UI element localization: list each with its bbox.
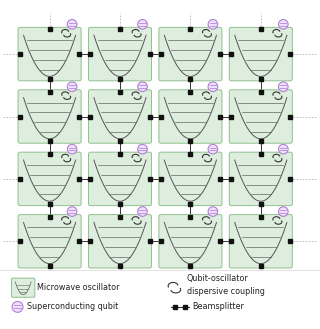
Text: Microwave oscillator: Microwave oscillator [37, 283, 120, 292]
Circle shape [278, 82, 288, 91]
FancyBboxPatch shape [88, 152, 152, 206]
FancyBboxPatch shape [18, 90, 81, 143]
Circle shape [138, 19, 147, 29]
FancyBboxPatch shape [229, 152, 292, 206]
FancyBboxPatch shape [159, 27, 222, 81]
FancyBboxPatch shape [88, 215, 152, 268]
Circle shape [67, 19, 77, 29]
Circle shape [67, 144, 77, 154]
Circle shape [138, 207, 147, 216]
Circle shape [278, 19, 288, 29]
FancyBboxPatch shape [12, 278, 35, 297]
Circle shape [12, 301, 23, 312]
FancyBboxPatch shape [159, 215, 222, 268]
Text: Qubit-oscillator
dispersive coupling: Qubit-oscillator dispersive coupling [187, 274, 264, 296]
FancyBboxPatch shape [229, 90, 292, 143]
FancyBboxPatch shape [18, 152, 81, 206]
Circle shape [278, 144, 288, 154]
Circle shape [208, 19, 218, 29]
FancyBboxPatch shape [159, 152, 222, 206]
FancyBboxPatch shape [229, 215, 292, 268]
FancyBboxPatch shape [18, 27, 81, 81]
Circle shape [278, 207, 288, 216]
Circle shape [138, 82, 147, 91]
Circle shape [208, 82, 218, 91]
FancyBboxPatch shape [18, 215, 81, 268]
Circle shape [208, 144, 218, 154]
FancyBboxPatch shape [229, 27, 292, 81]
Circle shape [67, 207, 77, 216]
FancyBboxPatch shape [88, 27, 152, 81]
FancyBboxPatch shape [88, 90, 152, 143]
Circle shape [138, 144, 147, 154]
Text: Beamsplitter: Beamsplitter [193, 302, 244, 312]
Circle shape [67, 82, 77, 91]
Text: Superconducting qubit: Superconducting qubit [27, 302, 118, 312]
Circle shape [208, 207, 218, 216]
FancyBboxPatch shape [159, 90, 222, 143]
